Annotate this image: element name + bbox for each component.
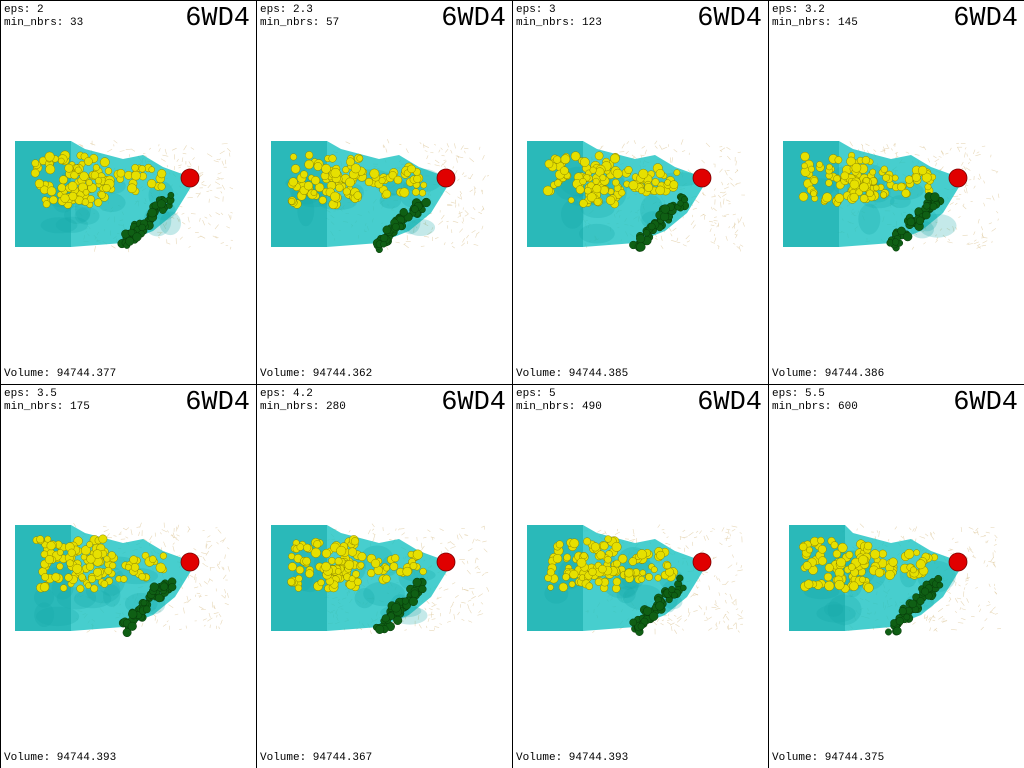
min-nbrs-label: min_nbrs: 33 (4, 17, 84, 29)
volume-label: Volume: 94744.377 (4, 368, 117, 380)
eps-label: eps: 2.3 (260, 4, 313, 16)
eps-label: eps: 3.5 (4, 388, 57, 400)
render-panel: eps: 3 min_nbrs: 123 6WD4 Volume: 94744.… (513, 1, 768, 384)
parameter-readout: eps: 2 min_nbrs: 33 (4, 4, 83, 30)
molecular-render (15, 522, 230, 637)
ligand-sphere-red (692, 552, 712, 572)
ligand-cluster-green (117, 191, 175, 249)
volume-label: Volume: 94744.385 (516, 368, 629, 380)
eps-label: eps: 4.2 (260, 388, 313, 400)
volume-label: Volume: 94744.393 (4, 752, 117, 764)
pdb-id-label: 6WD4 (185, 4, 250, 34)
ligand-cluster-green (372, 197, 431, 253)
render-panel: eps: 3.2 min_nbrs: 145 6WD4 Volume: 9474… (769, 1, 1024, 384)
volume-label: Volume: 94744.375 (772, 752, 885, 764)
parameter-readout: eps: 3.5 min_nbrs: 175 (4, 388, 90, 414)
min-nbrs-label: min_nbrs: 280 (260, 401, 346, 413)
pdb-id-label: 6WD4 (185, 388, 250, 418)
molecular-render (527, 139, 745, 252)
eps-label: eps: 5 (516, 388, 556, 400)
parameter-readout: eps: 4.2 min_nbrs: 280 (260, 388, 346, 414)
pdb-id-label: 6WD4 (441, 4, 506, 34)
volume-label: Volume: 94744.386 (772, 368, 885, 380)
ligand-cluster-green (629, 574, 687, 636)
render-panel: eps: 5 min_nbrs: 490 6WD4 Volume: 94744.… (513, 385, 768, 768)
min-nbrs-label: min_nbrs: 145 (772, 17, 858, 29)
eps-label: eps: 2 (4, 4, 44, 16)
ligand-sphere-red (436, 552, 456, 572)
ligand-cluster-green (118, 577, 177, 637)
render-panel: eps: 5.5 min_nbrs: 600 6WD4 Volume: 9474… (769, 385, 1024, 768)
volume-label: Volume: 94744.362 (260, 368, 373, 380)
molecular-render (783, 141, 1000, 252)
render-panel: eps: 4.2 min_nbrs: 280 6WD4 Volume: 9474… (257, 385, 512, 768)
molecular-render (15, 140, 233, 253)
pdb-id-label: 6WD4 (697, 4, 762, 34)
eps-label: eps: 3.2 (772, 4, 825, 16)
ligand-sphere-red (692, 168, 712, 188)
min-nbrs-label: min_nbrs: 175 (4, 401, 90, 413)
ligand-cluster-green (885, 574, 944, 636)
ligand-cluster-yellow (544, 535, 678, 593)
eps-label: eps: 5.5 (772, 388, 825, 400)
molecular-render (789, 523, 1001, 636)
min-nbrs-label: min_nbrs: 123 (516, 17, 602, 29)
ligand-cluster-yellow (798, 151, 937, 207)
ligand-sphere-red (436, 168, 456, 188)
parameter-readout: eps: 5.5 min_nbrs: 600 (772, 388, 858, 414)
volume-label: Volume: 94744.367 (260, 752, 373, 764)
eps-label: eps: 3 (516, 4, 556, 16)
parameter-readout: eps: 3 min_nbrs: 123 (516, 4, 602, 30)
min-nbrs-label: min_nbrs: 57 (260, 17, 340, 29)
render-panel: eps: 3.5 min_nbrs: 175 6WD4 Volume: 9474… (1, 385, 256, 768)
ligand-cluster-green (629, 193, 690, 252)
ligand-cluster-green (886, 192, 945, 252)
ligand-sphere-red (948, 168, 968, 188)
parameter-readout: eps: 5 min_nbrs: 490 (516, 388, 602, 414)
ligand-sphere-red (180, 552, 200, 572)
min-nbrs-label: min_nbrs: 490 (516, 401, 602, 413)
ligand-cluster-green (372, 577, 427, 634)
render-panel: eps: 2.3 min_nbrs: 57 6WD4 Volume: 94744… (257, 1, 512, 384)
molecular-render (527, 524, 744, 636)
molecular-render (271, 523, 489, 635)
ligand-cluster-yellow (287, 151, 428, 210)
volume-label: Volume: 94744.393 (516, 752, 629, 764)
ligand-cluster-yellow (30, 150, 167, 209)
ligand-cluster-yellow (32, 534, 168, 593)
min-nbrs-label: min_nbrs: 600 (772, 401, 858, 413)
parameter-readout: eps: 2.3 min_nbrs: 57 (260, 4, 339, 30)
molecular-render (271, 138, 489, 253)
pdb-id-label: 6WD4 (697, 388, 762, 418)
ligand-sphere-red (180, 168, 200, 188)
ligand-cluster-yellow (287, 535, 427, 593)
render-panel: eps: 2 min_nbrs: 33 6WD4 Volume: 94744.3… (1, 1, 256, 384)
ligand-cluster-yellow (542, 151, 681, 209)
ligand-sphere-red (948, 552, 968, 572)
pdb-id-label: 6WD4 (441, 388, 506, 418)
pdb-id-label: 6WD4 (953, 388, 1018, 418)
ligand-cluster-yellow (799, 536, 939, 593)
parameter-readout: eps: 3.2 min_nbrs: 145 (772, 4, 858, 30)
pdb-id-label: 6WD4 (953, 4, 1018, 34)
